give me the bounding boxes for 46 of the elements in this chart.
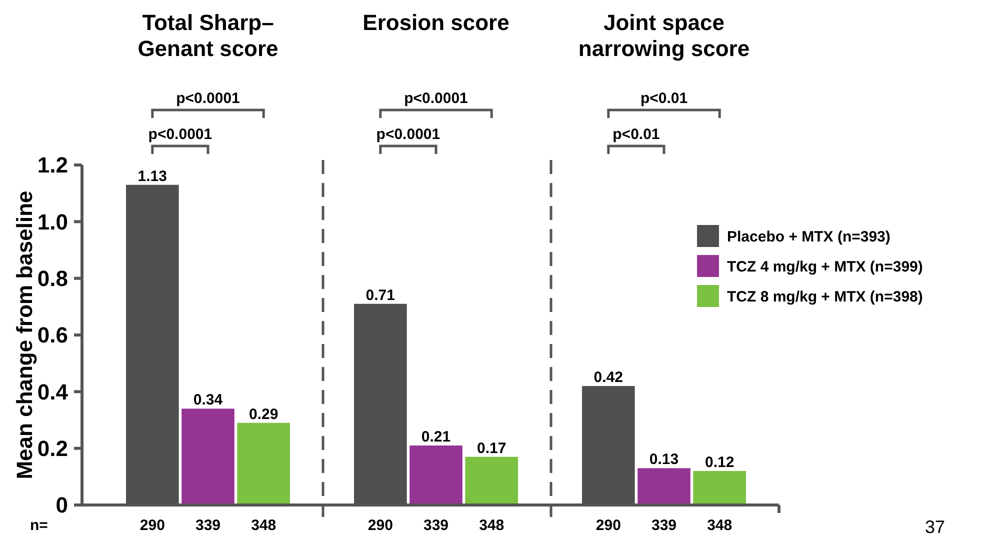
text: 339 xyxy=(651,517,677,534)
data-label: 0.17 xyxy=(476,440,506,457)
y-axis-title: Mean change from baseline xyxy=(12,190,37,480)
text: 339 xyxy=(195,517,221,534)
bar xyxy=(410,446,462,505)
x-tick-label: Joint space narrowing score xyxy=(578,10,750,61)
legend-label: Placebo + MTX (n=393) xyxy=(727,228,890,246)
bar xyxy=(182,408,234,505)
data-label: 0.34 xyxy=(193,392,224,409)
text: p<0.0001 xyxy=(176,90,240,107)
x-tick-label: Total Sharp–Genant score xyxy=(138,10,278,61)
text: p<0.01 xyxy=(612,126,660,143)
bar xyxy=(693,471,746,505)
y-tick-label: 0 xyxy=(56,492,68,518)
text: 348 xyxy=(707,517,732,534)
data-label: 0.12 xyxy=(704,454,734,471)
y-tick-label: 0.4 xyxy=(37,379,69,404)
data-label: 0.42 xyxy=(594,369,624,386)
text: p<0.0001 xyxy=(376,126,440,143)
data-label: 0.13 xyxy=(649,451,679,468)
text: 290 xyxy=(596,517,621,534)
text: 339 xyxy=(423,517,449,534)
text: p<0.0001 xyxy=(148,126,212,143)
y-tick-label: 1.2 xyxy=(37,152,68,178)
text: n= xyxy=(30,517,48,534)
y-tick-label: 1.0 xyxy=(37,209,68,234)
bar xyxy=(465,456,518,505)
text: 290 xyxy=(140,517,165,534)
text: p<0.0001 xyxy=(404,90,468,107)
data-label: 0.71 xyxy=(366,286,396,304)
legend-label: TCZ 4 mg/kg + MTX (n=399) xyxy=(727,258,923,276)
data-label: 1.13 xyxy=(138,168,168,185)
y-tick-label: 0.2 xyxy=(37,436,68,462)
bar xyxy=(638,468,690,505)
text: 348 xyxy=(251,517,276,534)
legend-label: TCZ 8 mg/kg + MTX (n=398) xyxy=(727,288,923,306)
x-tick-label: Erosion score xyxy=(362,10,510,35)
y-tick-label: 0.8 xyxy=(37,266,68,292)
text: 290 xyxy=(368,517,393,534)
data-label: 0.29 xyxy=(248,406,278,423)
text: 348 xyxy=(479,517,504,534)
bar xyxy=(237,422,290,505)
y-tick-label: 0.6 xyxy=(37,322,68,348)
text: 37 xyxy=(924,517,946,537)
data-label: 0.21 xyxy=(421,428,451,446)
text: p<0.01 xyxy=(640,90,688,107)
